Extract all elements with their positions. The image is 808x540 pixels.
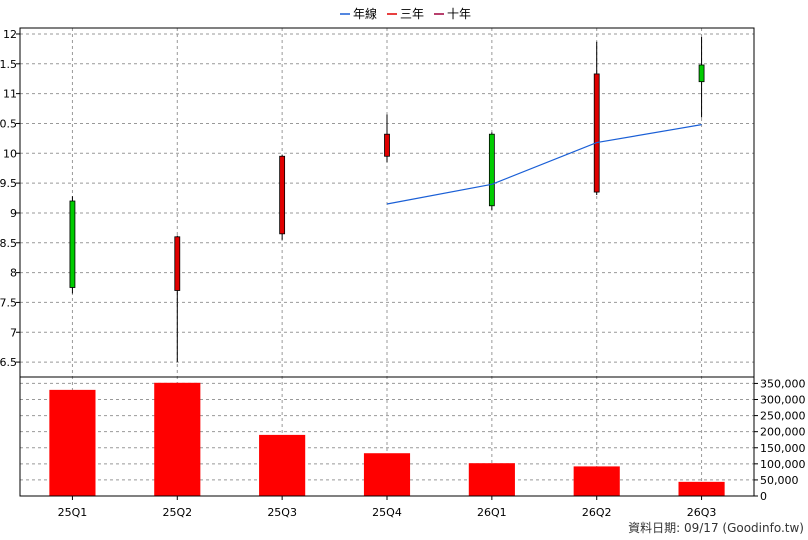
legend: 年線 三年 十年 — [340, 6, 471, 21]
candle-body — [384, 133, 390, 157]
legend-label: 年線 — [353, 6, 377, 21]
volume-tick-label: 350,000 — [760, 377, 806, 390]
category-label: 26Q2 — [582, 506, 612, 519]
candle-body — [698, 64, 705, 83]
legend-label: 三年 — [400, 7, 424, 21]
volume-bar — [154, 382, 201, 496]
price-tick-label: 10 — [3, 147, 17, 160]
category-label: 26Q3 — [687, 506, 717, 519]
candle-body — [69, 200, 76, 288]
volume-bar — [363, 453, 411, 496]
legend-label: 十年 — [447, 7, 471, 21]
volume-tick-label: 0 — [760, 490, 767, 503]
price-tick-label: 7.5 — [0, 296, 17, 309]
price-tick-label: 9 — [10, 207, 17, 220]
category-label: 25Q3 — [267, 506, 297, 519]
price-tick-label: 7 — [10, 326, 17, 339]
category-label: 26Q1 — [477, 506, 507, 519]
price-tick-label: 12 — [3, 28, 17, 41]
volume-tick-label: 100,000 — [760, 458, 806, 471]
volume-bar — [573, 466, 620, 496]
year-line-series — [386, 124, 702, 205]
volume-bar — [49, 389, 96, 496]
volume-tick-label: 150,000 — [760, 442, 806, 455]
candles — [69, 36, 705, 363]
price-tick-label: 8.5 — [0, 237, 17, 250]
price-tick-label: 6.5 — [0, 356, 17, 369]
volume-bar — [468, 463, 515, 496]
axes — [16, 27, 758, 500]
volume-tick-label: 200,000 — [760, 426, 806, 439]
volume-bar — [259, 434, 306, 496]
tick-labels: 12 11.5 11 10.5 10 9.5 9 8.5 8 7.5 7 6.5 350,000 300,… — [0, 28, 806, 519]
price-tick-label: 11.5 — [0, 58, 17, 71]
category-label: 25Q2 — [162, 506, 192, 519]
candle-body — [593, 73, 600, 193]
volume-tick-label: 250,000 — [760, 410, 806, 423]
volume-tick-label: 300,000 — [760, 394, 806, 407]
candle-body — [174, 236, 181, 291]
grid — [20, 28, 754, 496]
volume-tick-label: 50,000 — [760, 474, 799, 487]
candle-body — [488, 133, 495, 207]
category-label: 25Q4 — [372, 506, 402, 519]
candle-body — [279, 155, 286, 235]
price-tick-label: 11 — [3, 88, 17, 101]
year-line — [386, 124, 702, 205]
volume-bar — [678, 481, 725, 496]
price-tick-label: 10.5 — [0, 117, 17, 130]
volume-bars — [49, 382, 725, 496]
price-tick-label: 9.5 — [0, 177, 17, 190]
footer-text: 資料日期: 09/17 (Goodinfo.tw) — [628, 521, 804, 535]
price-tick-label: 8 — [10, 267, 17, 280]
category-label: 25Q1 — [58, 506, 88, 519]
